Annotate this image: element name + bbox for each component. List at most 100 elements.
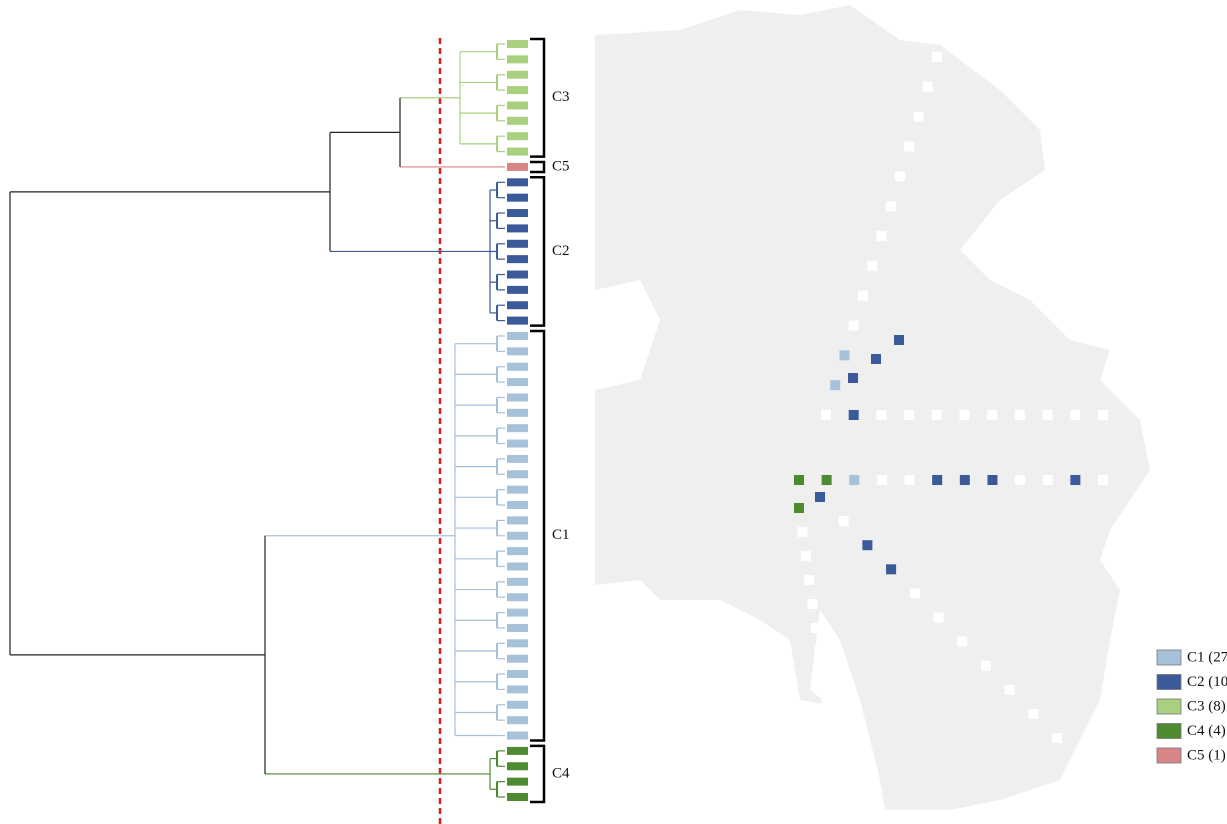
leaf xyxy=(507,132,528,141)
cluster-label: C5 xyxy=(552,158,570,174)
site xyxy=(1098,475,1108,485)
leaf xyxy=(507,639,528,648)
site xyxy=(794,503,804,513)
site xyxy=(895,171,905,182)
leaf xyxy=(507,439,528,448)
leaf xyxy=(507,654,528,663)
map-sites xyxy=(794,52,1108,743)
site xyxy=(876,231,887,241)
site xyxy=(814,647,825,657)
legend-label: C5 (1) xyxy=(1187,747,1226,763)
cluster-bracket xyxy=(530,37,546,158)
site xyxy=(1028,708,1039,719)
site xyxy=(932,475,943,485)
site xyxy=(909,588,920,599)
leaf xyxy=(507,193,528,202)
site xyxy=(1042,475,1053,485)
leaf xyxy=(507,116,528,125)
legend-label: C3 (8) xyxy=(1187,698,1226,714)
leaf xyxy=(507,301,528,310)
site xyxy=(858,290,868,301)
site xyxy=(1042,410,1053,420)
leaf xyxy=(507,70,528,79)
cluster-label: C1 xyxy=(552,527,570,543)
leaf xyxy=(507,562,528,571)
site xyxy=(1015,475,1026,485)
site xyxy=(810,623,821,633)
site xyxy=(886,564,897,575)
cluster-label: C2 xyxy=(552,243,570,259)
site xyxy=(1014,410,1025,420)
site xyxy=(1052,733,1062,743)
site xyxy=(867,260,878,271)
site xyxy=(848,320,859,331)
leaf xyxy=(507,670,528,679)
legend-swatch xyxy=(1156,674,1182,690)
site xyxy=(821,695,831,705)
site xyxy=(821,475,832,485)
site xyxy=(821,410,831,420)
site xyxy=(876,410,887,420)
leaf xyxy=(507,316,528,325)
leaf xyxy=(507,209,528,218)
site xyxy=(807,599,818,609)
site xyxy=(797,527,808,537)
leaf xyxy=(507,485,528,494)
site xyxy=(830,380,841,391)
leaf xyxy=(507,424,528,433)
leaf xyxy=(507,577,528,586)
site xyxy=(815,492,825,502)
site xyxy=(876,475,887,485)
leaf xyxy=(507,454,528,463)
leaf xyxy=(507,362,528,371)
cluster-bracket xyxy=(530,744,546,804)
legend: C1 (27) C2 (10) C3 (8) C4 (4) C5 (1) xyxy=(1156,649,1227,763)
leaf xyxy=(507,777,528,786)
leaf xyxy=(507,224,528,233)
leaf xyxy=(507,746,528,755)
leaf xyxy=(507,716,528,725)
cluster-bracket xyxy=(530,176,546,327)
site xyxy=(904,475,915,485)
leaf xyxy=(507,239,528,248)
site xyxy=(931,410,942,420)
site xyxy=(839,350,850,361)
cluster-label: C3 xyxy=(552,89,570,105)
leaf xyxy=(507,608,528,617)
map-region xyxy=(595,5,1150,810)
site xyxy=(800,551,811,561)
site xyxy=(922,81,933,92)
leaf xyxy=(507,178,528,187)
site xyxy=(838,516,849,527)
site xyxy=(794,475,804,485)
site xyxy=(1004,684,1015,695)
site xyxy=(894,335,904,345)
site xyxy=(849,475,860,485)
site xyxy=(957,636,968,647)
legend-swatch xyxy=(1156,723,1182,739)
leaf xyxy=(507,501,528,510)
site xyxy=(1070,410,1081,420)
site xyxy=(885,201,896,212)
leaf xyxy=(507,700,528,709)
site xyxy=(1070,475,1081,485)
leaf xyxy=(507,531,528,540)
leaf xyxy=(507,685,528,694)
leaf xyxy=(507,547,528,556)
legend-label: C1 (27) xyxy=(1187,649,1227,665)
site xyxy=(932,52,942,62)
leaf xyxy=(507,516,528,525)
legend-label: C4 (4) xyxy=(1187,723,1226,739)
site xyxy=(804,575,815,585)
legend-swatch xyxy=(1156,649,1182,666)
site xyxy=(987,410,998,420)
site xyxy=(913,111,924,122)
site xyxy=(933,612,944,623)
site xyxy=(987,475,998,485)
leaf xyxy=(507,101,528,110)
site xyxy=(904,141,915,152)
leaf xyxy=(507,731,528,740)
leaf xyxy=(507,270,528,279)
leaf xyxy=(507,331,528,340)
